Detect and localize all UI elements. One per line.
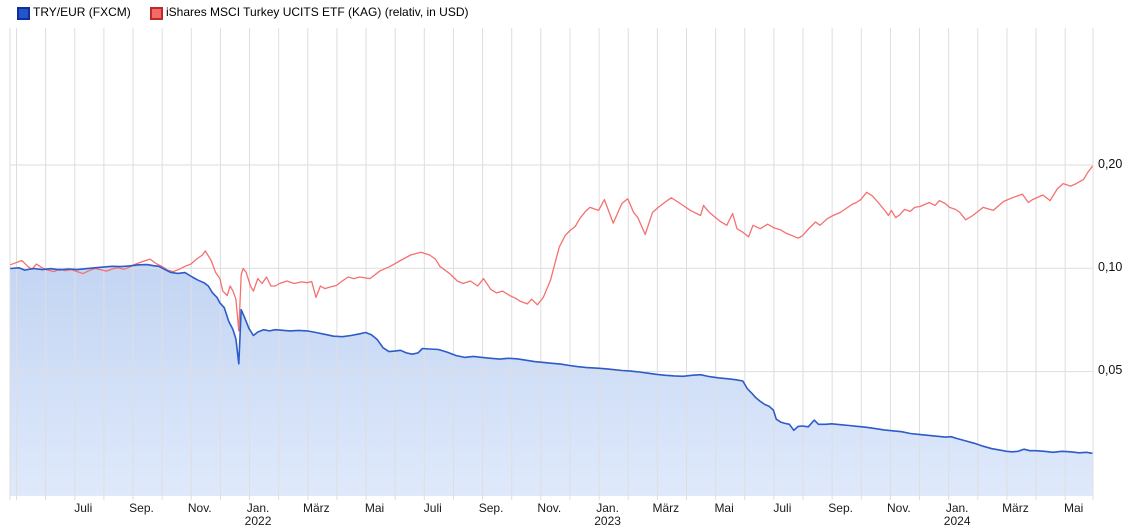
try-eur-swatch-icon (17, 7, 30, 20)
x-tick-label: Juli (74, 501, 93, 515)
x-tick-label: Jan. 2023 (576, 502, 640, 528)
x-tick-label: Mai (714, 501, 734, 515)
try-eur-area (10, 264, 1093, 496)
x-tick-label: Juli (773, 501, 792, 515)
y-tick-label: 0,10 (1098, 259, 1123, 274)
x-tick-year: 2022 (244, 514, 272, 528)
x-tick-label: Sep. (828, 501, 853, 515)
x-tick-label: März (652, 501, 680, 515)
y-tick-label: 0,05 (1098, 363, 1123, 378)
chart-legend: TRY/EUR (FXCM) iShares MSCI Turkey UCITS… (0, 4, 1129, 22)
etf-swatch-icon (150, 7, 163, 20)
x-tick-year: 2023 (594, 514, 621, 528)
x-tick-label: Sep. (129, 501, 154, 515)
x-tick-label: Jan. 2022 (226, 502, 290, 528)
x-tick-label: Mai (364, 501, 385, 515)
y-tick-label: 0,20 (1098, 156, 1123, 171)
x-tick-label: Sep. (478, 501, 504, 515)
try-eur-line (10, 263, 1093, 455)
legend-label-try-eur: TRY/EUR (FXCM) (33, 5, 131, 19)
x-tick-label: Nov. (187, 501, 212, 515)
x-tick-label: Nov. (537, 501, 562, 515)
x-tick-label: Juli (423, 501, 442, 515)
x-tick-label: März (302, 501, 330, 515)
gridlines (9, 28, 1094, 500)
x-tick-label: Mai (1064, 501, 1084, 515)
legend-label-etf: iShares MSCI Turkey UCITS ETF (KAG) (rel… (166, 5, 469, 19)
etf-line (9, 165, 1094, 332)
x-tick-label: März (1002, 501, 1029, 515)
x-tick-label: Jan. 2024 (925, 502, 989, 528)
x-tick-year: 2024 (943, 514, 971, 528)
x-tick-label: Nov. (886, 501, 911, 515)
